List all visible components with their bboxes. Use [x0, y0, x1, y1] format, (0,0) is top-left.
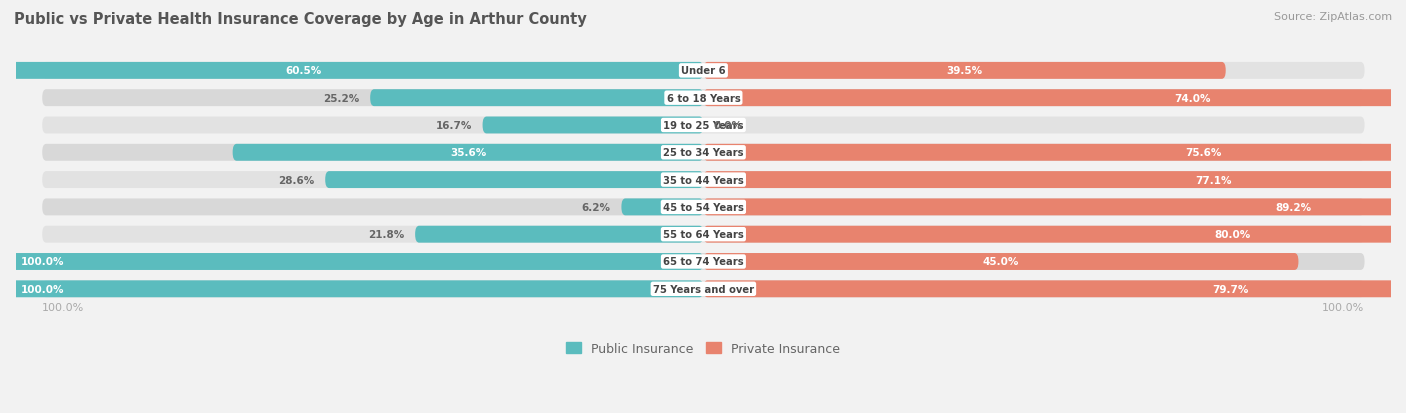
FancyBboxPatch shape: [232, 145, 703, 161]
FancyBboxPatch shape: [703, 90, 1406, 107]
FancyBboxPatch shape: [703, 226, 1406, 243]
Text: 100.0%: 100.0%: [42, 303, 84, 313]
Text: 74.0%: 74.0%: [1174, 93, 1211, 103]
FancyBboxPatch shape: [325, 172, 703, 189]
Text: 35 to 44 Years: 35 to 44 Years: [664, 175, 744, 185]
FancyBboxPatch shape: [42, 90, 1365, 107]
FancyBboxPatch shape: [0, 281, 703, 297]
Text: 21.8%: 21.8%: [368, 230, 405, 240]
FancyBboxPatch shape: [415, 226, 703, 243]
FancyBboxPatch shape: [42, 226, 1365, 243]
Text: 100.0%: 100.0%: [21, 257, 65, 267]
Text: 100.0%: 100.0%: [21, 284, 65, 294]
Text: 25 to 34 Years: 25 to 34 Years: [664, 148, 744, 158]
Text: 0.0%: 0.0%: [714, 121, 742, 131]
Text: 100.0%: 100.0%: [1322, 303, 1365, 313]
FancyBboxPatch shape: [370, 90, 703, 107]
Text: 79.7%: 79.7%: [1212, 284, 1249, 294]
FancyBboxPatch shape: [621, 199, 703, 216]
Text: 6.2%: 6.2%: [582, 202, 610, 212]
Text: Public vs Private Health Insurance Coverage by Age in Arthur County: Public vs Private Health Insurance Cover…: [14, 12, 586, 27]
FancyBboxPatch shape: [703, 254, 1298, 270]
FancyBboxPatch shape: [703, 172, 1406, 189]
Text: 28.6%: 28.6%: [278, 175, 315, 185]
FancyBboxPatch shape: [703, 145, 1406, 161]
Text: Source: ZipAtlas.com: Source: ZipAtlas.com: [1274, 12, 1392, 22]
FancyBboxPatch shape: [42, 281, 1365, 297]
Text: Under 6: Under 6: [681, 66, 725, 76]
Text: 45.0%: 45.0%: [983, 257, 1019, 267]
Text: 35.6%: 35.6%: [450, 148, 486, 158]
FancyBboxPatch shape: [0, 254, 703, 270]
FancyBboxPatch shape: [42, 199, 1365, 216]
Text: 60.5%: 60.5%: [285, 66, 322, 76]
Text: 45 to 54 Years: 45 to 54 Years: [664, 202, 744, 212]
FancyBboxPatch shape: [42, 63, 1365, 80]
FancyBboxPatch shape: [703, 281, 1406, 297]
FancyBboxPatch shape: [42, 117, 1365, 134]
FancyBboxPatch shape: [703, 63, 1226, 80]
Text: 75 Years and over: 75 Years and over: [652, 284, 754, 294]
Text: 55 to 64 Years: 55 to 64 Years: [664, 230, 744, 240]
Text: 6 to 18 Years: 6 to 18 Years: [666, 93, 741, 103]
Text: 16.7%: 16.7%: [436, 121, 472, 131]
Text: 77.1%: 77.1%: [1195, 175, 1232, 185]
Text: 25.2%: 25.2%: [323, 93, 360, 103]
FancyBboxPatch shape: [42, 172, 1365, 189]
Text: 39.5%: 39.5%: [946, 66, 983, 76]
FancyBboxPatch shape: [0, 63, 703, 80]
Legend: Public Insurance, Private Insurance: Public Insurance, Private Insurance: [561, 337, 845, 360]
FancyBboxPatch shape: [42, 254, 1365, 270]
Text: 19 to 25 Years: 19 to 25 Years: [664, 121, 744, 131]
Text: 80.0%: 80.0%: [1215, 230, 1250, 240]
FancyBboxPatch shape: [703, 199, 1406, 216]
Text: 65 to 74 Years: 65 to 74 Years: [664, 257, 744, 267]
Text: 75.6%: 75.6%: [1185, 148, 1222, 158]
Text: 89.2%: 89.2%: [1275, 202, 1312, 212]
FancyBboxPatch shape: [482, 117, 703, 134]
FancyBboxPatch shape: [42, 145, 1365, 161]
